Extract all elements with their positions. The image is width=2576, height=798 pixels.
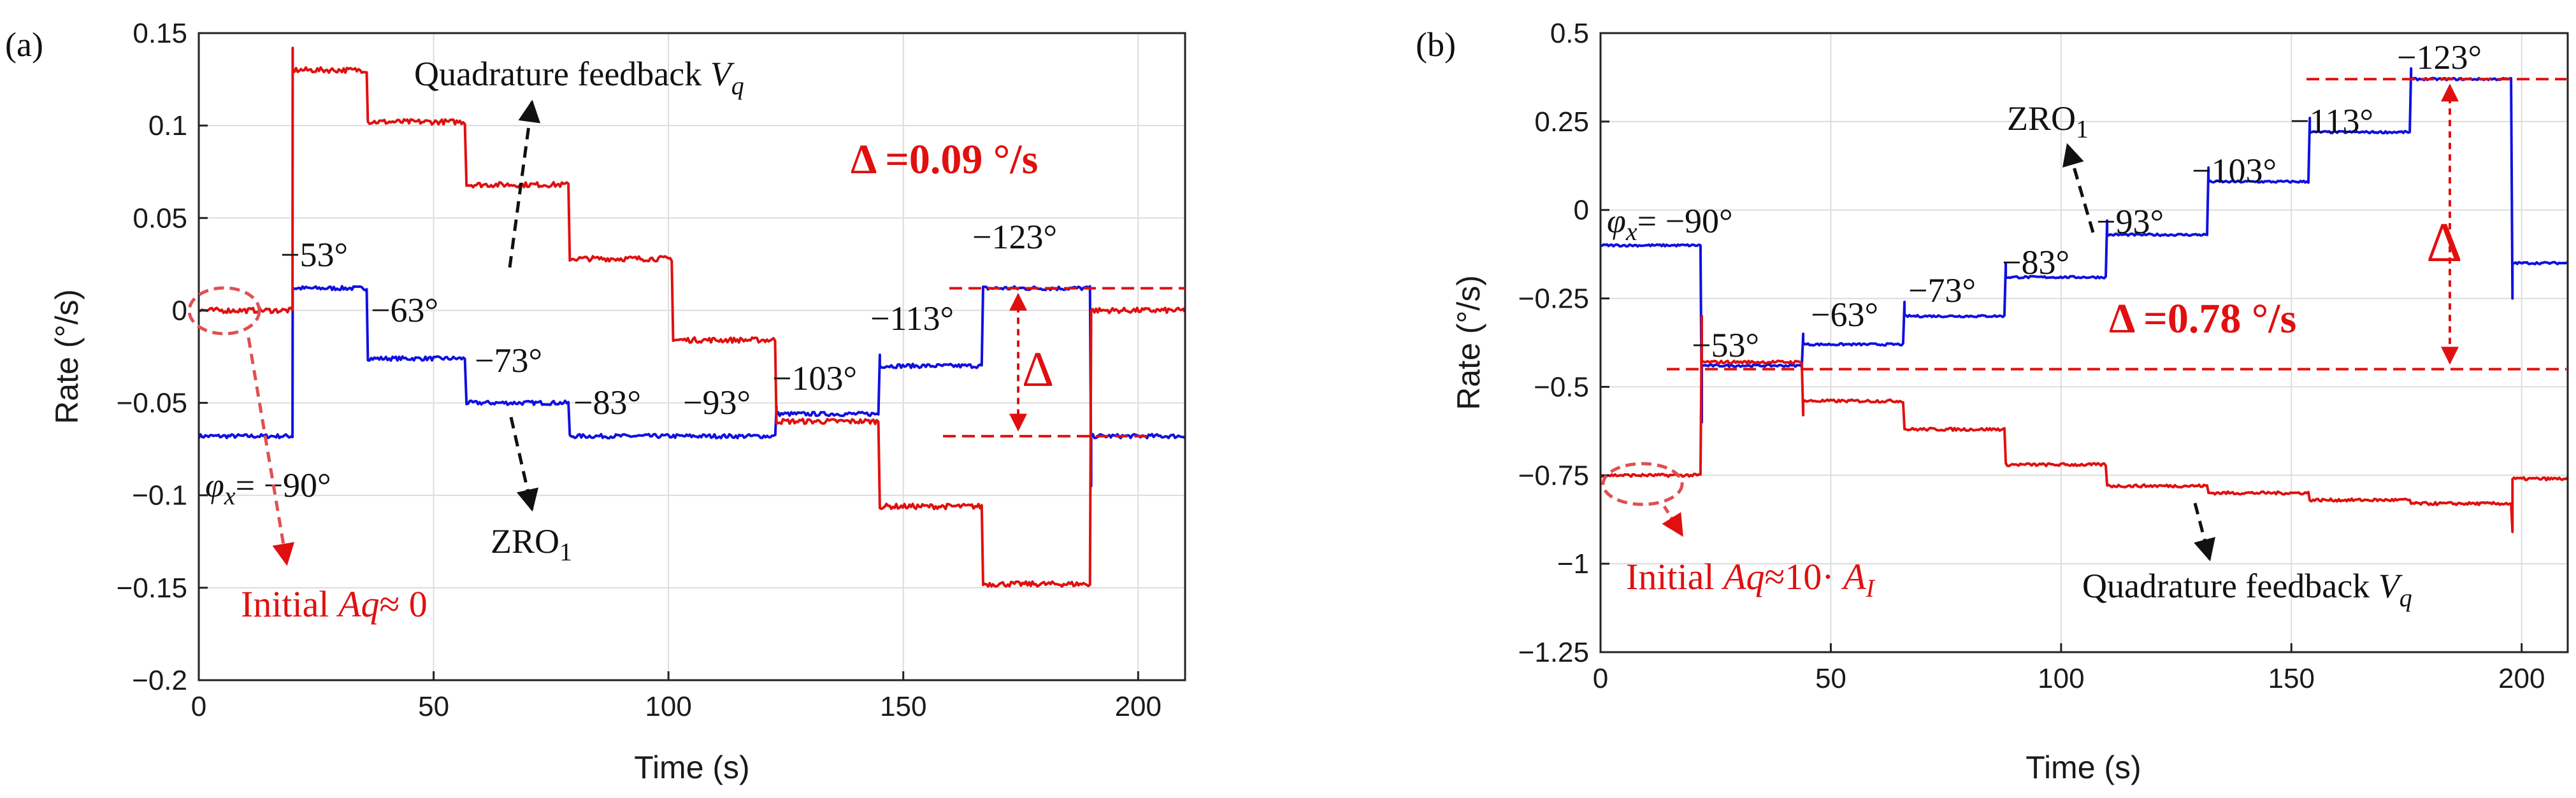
panel-a-label: (a) <box>5 25 43 64</box>
panel-a-step-label: −83° <box>573 383 641 422</box>
panel-a-step-label: −103° <box>772 359 857 397</box>
panel-a: (a) 0 50 100 150 200−0.2−0.15−0.1−0.0500.050… <box>5 18 1186 785</box>
panel-b-axes-box <box>1599 32 2569 653</box>
panel-b-phi-label: φx= −90° <box>1607 202 1733 246</box>
panel-b-step-label: −93° <box>2096 203 2164 241</box>
panel-b-ticks: 0 50 100 150 200 −1.25 −1 −0.75 −0.5 −0.25 0 0.25 0.… <box>1518 18 2545 694</box>
panel-b-ytick-label: −1.25 <box>1518 637 1589 668</box>
panel-b-ytick-label: 0.5 <box>1550 18 1589 49</box>
panel-b-ytick-label: −0.5 <box>1534 371 1589 403</box>
panel-b-label: (b) <box>1416 25 1456 64</box>
panel-b-step-label: −73° <box>1908 271 1976 310</box>
panel-a-ylabel: Rate (°/s) <box>49 289 85 424</box>
panel-a-quad-label: Quadrature feedback Vq <box>414 55 744 100</box>
panel-a-ytick-label: 0 <box>172 295 187 326</box>
panel-b-ytick-label: −1 <box>1557 548 1589 580</box>
panel-a-initial-label: Initial Aq≈ 0 <box>241 583 428 625</box>
panel-a-series-zro <box>198 285 1186 488</box>
panel-b-xtick-label: 200 <box>2498 663 2545 694</box>
panel-b-zro-arrow <box>2062 143 2095 233</box>
panel-b-xtick-label: 0 <box>1593 663 1608 694</box>
panel-b-xlabel: Time (s) <box>2026 750 2141 785</box>
panel-a-xtick-label: 0 <box>191 691 206 722</box>
panel-b-series-quadrature <box>1600 315 2568 534</box>
panel-a-delta-value: Δ =0.09 °/s <box>851 136 1038 183</box>
panel-a-series <box>198 46 1186 588</box>
panel-a-ytick-label: −0.2 <box>132 665 187 696</box>
panel-b-step-label: −113° <box>2290 102 2373 140</box>
panel-a-zro-arrow <box>509 417 539 512</box>
panel-a-xtick-label: 50 <box>418 691 449 722</box>
panel-a-step-label: −73° <box>475 341 542 380</box>
panel-a-initial-arrow <box>247 337 295 566</box>
panel-a-ytick-label: −0.05 <box>117 388 187 419</box>
panel-a-step-label: −113° <box>870 299 954 338</box>
panel-b-ytick-label: 0 <box>1574 195 1589 226</box>
panel-b-quad-label: Quadrature feedback Vq <box>2082 567 2412 612</box>
panel-a-initial-ellipse <box>187 286 261 336</box>
panel-b-initial-arrow <box>1662 505 1684 537</box>
panel-a-delta-symbol: Δ <box>1022 341 1054 397</box>
panel-b-series <box>1600 67 2568 534</box>
panel-b-ytick-label: −0.25 <box>1518 283 1589 315</box>
panel-b-ytick-label: 0.25 <box>1534 106 1589 138</box>
panel-b-step-label: −53° <box>1692 326 1759 364</box>
panel-b-step-label: −103° <box>2192 152 2277 190</box>
panel-a-step-label: −93° <box>683 383 751 422</box>
panel-a-series-quadrature <box>198 46 1186 588</box>
panel-b-delta-value: Δ =0.78 °/s <box>2109 296 2296 342</box>
panel-b-step-label: −83° <box>2002 243 2069 281</box>
panel-a-step-label: −123° <box>972 218 1057 256</box>
panel-a-ticks: 0 50 100 150 200 −0.2 −0.15 −0.1 −0.05 0 0.05 0.1 0.… <box>117 18 1162 722</box>
panel-a-ytick-label: −0.15 <box>117 573 187 604</box>
panel-a-ytick-label: −0.1 <box>132 480 187 511</box>
panel-b-step-label: −63° <box>1811 296 1878 334</box>
panel-b: (b) 0 50 100 150 200 −1.25 −1 −0.75 −0.5 −0.25 0 0.… <box>1416 18 2569 785</box>
panel-b-xtick-label: 50 <box>1815 663 1846 694</box>
panel-a-phi-label: φx= −90° <box>205 466 331 510</box>
panel-b-zro-label: ZRO1 <box>2007 99 2089 143</box>
panel-a-xtick-label: 150 <box>880 691 926 722</box>
panel-b-step-label: −123° <box>2397 38 2482 76</box>
panel-b-initial-label: Initial Aq≈10· AI <box>1626 556 1876 602</box>
panel-b-ylabel: Rate (°/s) <box>1451 275 1486 410</box>
panel-a-ytick-label: 0.1 <box>148 110 187 141</box>
panel-a-xtick-label: 100 <box>645 691 691 722</box>
panel-a-axes-box <box>198 32 1186 681</box>
panel-b-series-zro <box>1600 67 2568 424</box>
panel-a-zro-label: ZRO1 <box>491 522 572 566</box>
panel-a-xtick-label: 200 <box>1115 691 1162 722</box>
panel-a-step-label: −53° <box>280 236 348 274</box>
panel-b-initial-ellipse <box>1601 462 1684 506</box>
panel-a-xlabel: Time (s) <box>634 750 749 785</box>
panel-b-xtick-label: 150 <box>2268 663 2315 694</box>
panel-a-ytick-label: 0.05 <box>133 203 187 234</box>
panel-b-ytick-label: −0.75 <box>1518 460 1589 491</box>
panel-a-step-label: −63° <box>371 291 438 329</box>
panel-b-delta-symbol: Δ <box>2426 212 2463 274</box>
panel-b-xtick-label: 100 <box>2038 663 2084 694</box>
panel-a-ytick-label: 0.15 <box>133 18 187 49</box>
panel-b-quad-arrow <box>2193 502 2215 562</box>
panel-a-quad-arrow <box>508 99 541 268</box>
